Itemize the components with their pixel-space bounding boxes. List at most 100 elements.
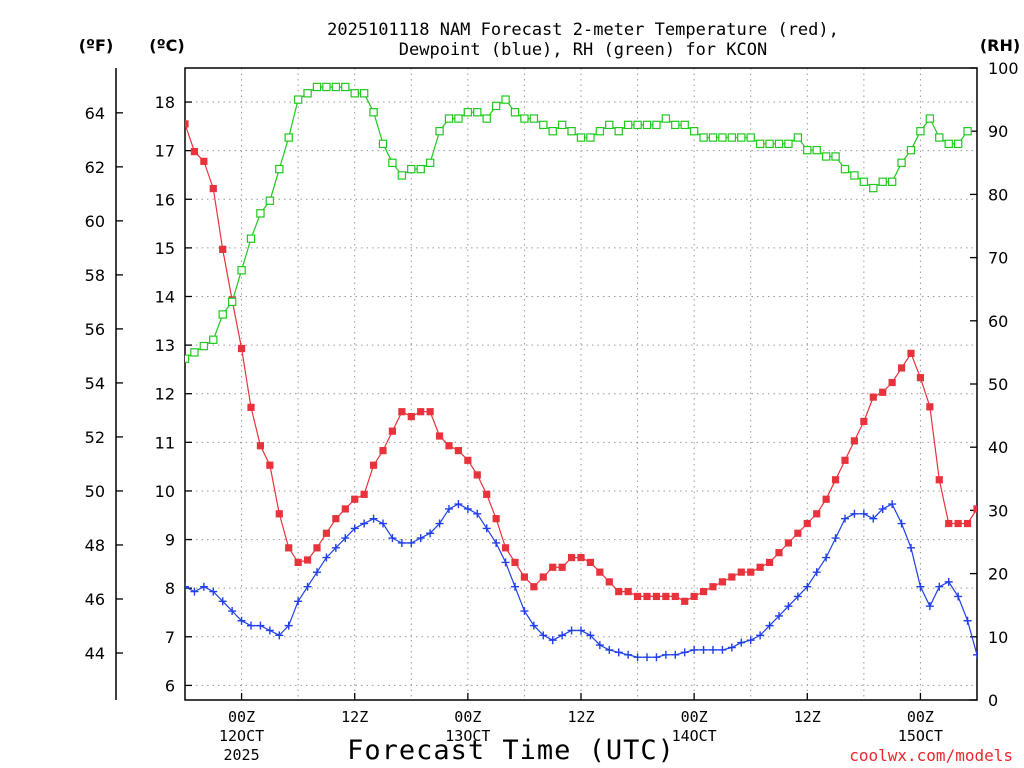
rh-point: [642, 120, 652, 130]
dewpoint-point: [803, 582, 812, 591]
temperature-point: [681, 597, 689, 605]
dewpoint-point: [369, 514, 378, 523]
dewpoint-point: [935, 582, 944, 591]
dewpoint-point: [313, 568, 321, 577]
fahrenheit-tick-label: 60: [85, 212, 105, 231]
time-tick-label: 12Z: [794, 708, 821, 726]
rh-point: [812, 145, 821, 155]
dewpoint-point: [322, 553, 331, 562]
temperature-point: [539, 573, 547, 581]
temperature-point: [945, 519, 953, 528]
rh-point: [312, 82, 322, 92]
dewpoint-point: [199, 582, 208, 591]
temperature-point: [567, 553, 576, 562]
dewpoint-point: [746, 636, 755, 645]
rh-point: [454, 114, 463, 123]
rh-point: [925, 114, 935, 123]
rh-point: [510, 108, 520, 117]
dewpoint-point: [577, 626, 585, 635]
dewpoint-point: [973, 650, 977, 659]
temperature-point: [831, 476, 840, 484]
dewpoint-point: [511, 582, 519, 591]
temperature-point: [869, 393, 877, 401]
temperature-point: [822, 495, 830, 503]
rh-point: [859, 177, 869, 186]
rh-point: [689, 126, 699, 136]
dewpoint-point: [407, 538, 416, 547]
dewpoint-point: [265, 626, 274, 635]
fahrenheit-tick-label: 44: [85, 644, 105, 663]
temperature-point: [530, 583, 538, 591]
dewpoint-point: [190, 587, 199, 596]
dewpoint-point: [350, 524, 359, 533]
dewpoint-point: [548, 636, 557, 645]
temperature-point: [671, 592, 679, 601]
dewpoint-point: [822, 553, 831, 562]
temperature-point: [435, 432, 444, 440]
rh-point: [246, 234, 256, 243]
dewpoint-point: [445, 504, 453, 513]
temperature-point: [699, 587, 708, 596]
dewpoint-point: [888, 500, 897, 509]
temperature-point: [577, 553, 585, 562]
temperature-point: [633, 592, 642, 601]
temperature-point: [379, 447, 387, 455]
rh-point: [661, 114, 671, 123]
celsius-tick-label: 15: [155, 239, 175, 258]
temperature-point: [285, 544, 293, 552]
temperature-point: [492, 515, 500, 523]
rh-point: [501, 95, 510, 104]
rh-point: [350, 89, 359, 98]
temperature-point: [247, 403, 255, 411]
dewpoint-point: [699, 645, 708, 654]
rh-point: [284, 133, 293, 142]
celsius-tick-label: 6: [165, 676, 175, 695]
rh-point: [878, 177, 887, 186]
dewpoint-point: [614, 648, 623, 657]
dewpoint-point: [878, 504, 887, 513]
celsius-tick-label: 16: [155, 190, 175, 209]
rh-point: [341, 82, 350, 92]
rh-point: [256, 209, 265, 218]
time-tick-label: 00Z: [907, 708, 934, 726]
dewpoint-point: [784, 602, 793, 611]
dewpoint-point: [718, 645, 727, 654]
rh-point: [491, 101, 501, 111]
temperature-point: [615, 587, 623, 596]
temperature-point: [652, 592, 661, 601]
rh-point: [444, 114, 454, 123]
temperature-point: [897, 364, 906, 372]
dewpoint-point: [850, 509, 859, 518]
temperature-point: [803, 519, 811, 528]
fahrenheit-tick-label: 48: [85, 536, 105, 555]
dewpoint-point: [247, 621, 255, 630]
temperature-point: [888, 378, 896, 387]
dewpoint-point: [661, 650, 670, 659]
temperature-point: [237, 344, 246, 353]
temperature-point: [294, 558, 302, 567]
rh-point: [425, 158, 435, 167]
dewpoint-point: [492, 538, 501, 547]
temperature-point: [643, 592, 651, 601]
temperature-point: [303, 556, 312, 564]
temperature-point: [351, 495, 359, 503]
rh-point: [765, 139, 774, 149]
temperature-point: [445, 442, 453, 450]
temperature-point: [709, 583, 717, 591]
rh-point: [671, 120, 680, 130]
dewpoint-point: [256, 621, 265, 630]
rh-point: [793, 133, 803, 142]
temperature-point: [794, 529, 802, 537]
rh-point: [680, 120, 689, 130]
temperature-point: [775, 549, 783, 557]
rh-point: [529, 114, 539, 123]
dewpoint-point: [275, 631, 284, 640]
rh-point: [275, 164, 284, 174]
temperature-point: [426, 408, 434, 416]
temperature-point: [464, 456, 472, 464]
time-tick-date: 15OCT: [898, 727, 943, 745]
temperature-point: [388, 427, 397, 435]
dewpoint-point: [284, 621, 293, 630]
temperature-point: [483, 490, 491, 498]
